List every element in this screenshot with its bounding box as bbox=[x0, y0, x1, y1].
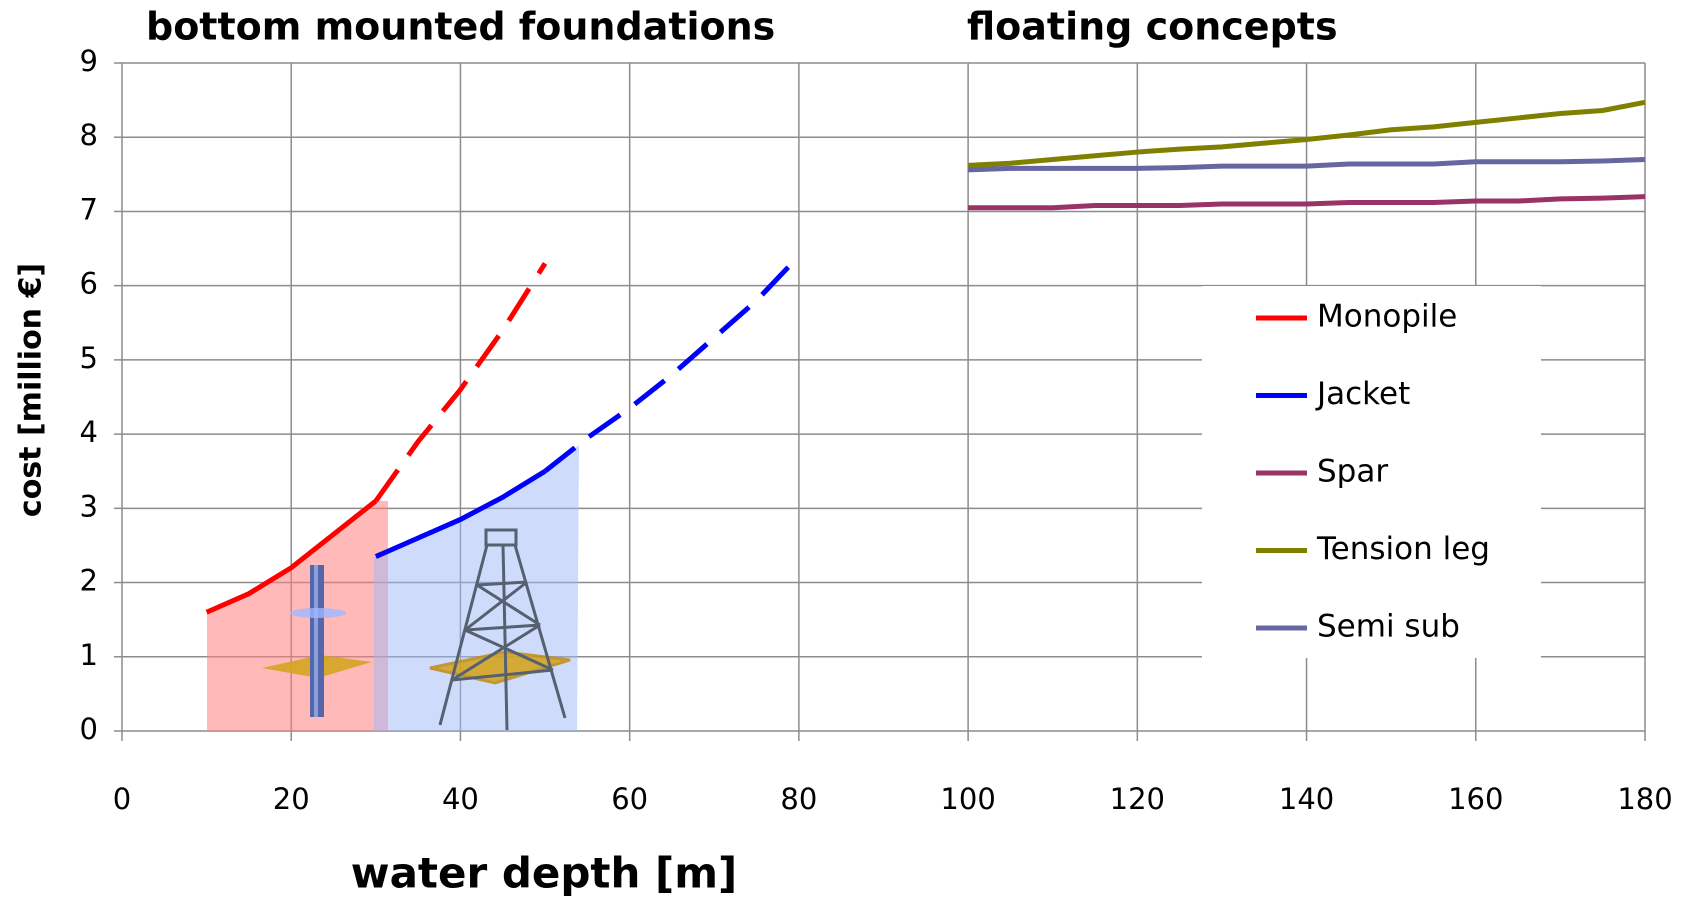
x-tick-label: 40 bbox=[442, 782, 479, 816]
y-tick-label: 7 bbox=[80, 192, 98, 226]
x-tick-label: 100 bbox=[940, 782, 995, 816]
legend-label: Semi sub bbox=[1317, 609, 1460, 645]
legend-label: Tension leg bbox=[1316, 531, 1490, 567]
y-tick-label: 8 bbox=[80, 118, 98, 152]
y-tick-label: 1 bbox=[80, 638, 98, 672]
y-tick-label: 2 bbox=[80, 564, 98, 598]
y-axis-label: cost [million €] bbox=[14, 263, 49, 517]
series-line bbox=[545, 256, 799, 471]
y-tick-label: 3 bbox=[80, 489, 98, 523]
legend-label: Jacket bbox=[1315, 376, 1410, 412]
y-tick-label: 0 bbox=[80, 712, 98, 746]
chart: 0 1 2 3 4 5 6 7 8 9 0 20 40 60 80 100 120 140 160 180 Monop… bbox=[0, 0, 1682, 897]
legend-label: Monopile bbox=[1317, 299, 1457, 335]
y-tick-label: 4 bbox=[80, 415, 98, 449]
x-tick-label: 80 bbox=[780, 782, 817, 816]
y-tick-label: 6 bbox=[80, 267, 98, 301]
x-tick-label: 20 bbox=[273, 782, 310, 816]
x-tick-label: 120 bbox=[1110, 782, 1165, 816]
x-tick-label: 60 bbox=[611, 782, 648, 816]
y-tick-label: 5 bbox=[80, 341, 98, 375]
x-tick-label: 160 bbox=[1448, 782, 1503, 816]
x-tick-label: 0 bbox=[113, 782, 131, 816]
annotation: floating concepts bbox=[967, 5, 1338, 49]
annotation: bottom mounted foundations bbox=[146, 5, 775, 49]
y-tick-label: 9 bbox=[80, 44, 98, 78]
x-tick-label: 180 bbox=[1617, 782, 1672, 816]
x-tick-label: 140 bbox=[1279, 782, 1334, 816]
x-axis-label: water depth [m] bbox=[351, 849, 737, 897]
legend-label: Spar bbox=[1317, 454, 1388, 490]
